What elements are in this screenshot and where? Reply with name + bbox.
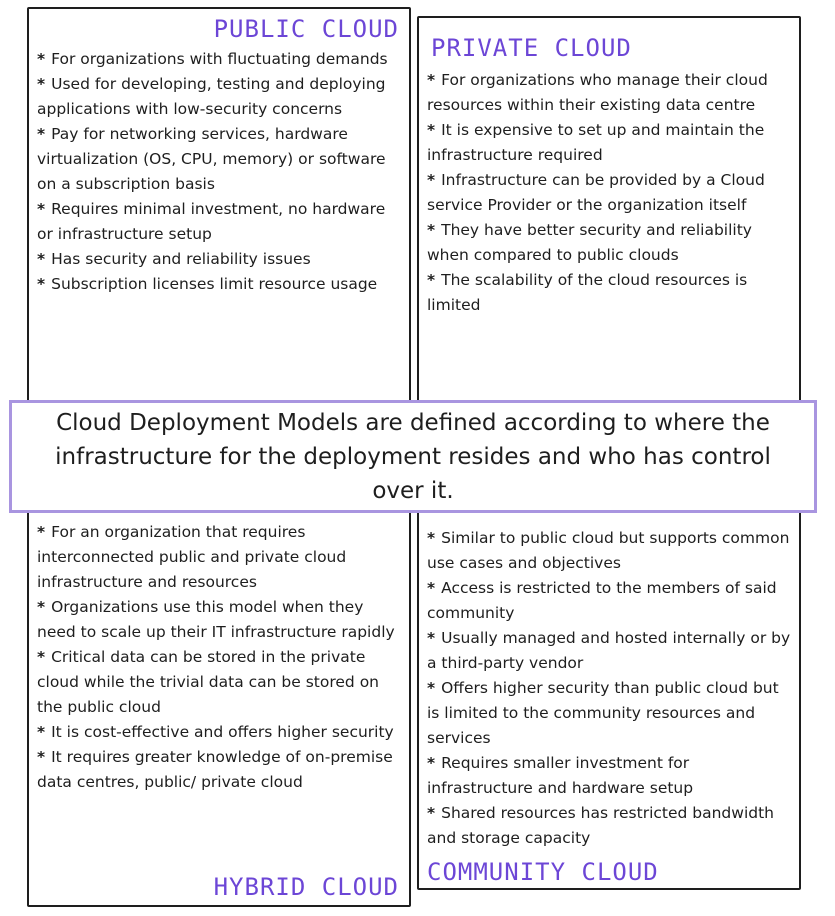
list-item: * They have better security and reliabili…	[427, 221, 752, 264]
hybrid-cloud-panel: * For an organization that requires inter…	[27, 470, 411, 907]
definition-callout: Cloud Deployment Models are defined acco…	[9, 400, 817, 513]
list-item: * Offers higher security than public clou…	[427, 679, 779, 747]
list-item: * Has security and reliability issues	[37, 250, 311, 268]
community-cloud-panel: * Similar to public cloud but supports co…	[417, 470, 801, 890]
private-cloud-panel: PRIVATE CLOUD * For organizations who man…	[417, 16, 801, 426]
hybrid-cloud-list: * For an organization that requires inter…	[37, 520, 403, 795]
list-item: * Access is restricted to the members of …	[427, 579, 777, 622]
private-cloud-list: * For organizations who manage their clou…	[427, 68, 793, 318]
list-item: * Infrastructure can be provided by a Clo…	[427, 171, 765, 214]
list-item: * For organizations who manage their clou…	[427, 71, 768, 114]
list-item: * For an organization that requires inter…	[37, 523, 347, 591]
list-item: * Requires minimal investment, no hardwar…	[37, 200, 386, 243]
public-cloud-panel: PUBLIC CLOUD * For organizations with flu…	[27, 7, 411, 427]
list-item: * It is cost-effective and offers higher …	[37, 723, 394, 741]
list-item: * The scalability of the cloud resources …	[427, 271, 748, 314]
list-item: * Subscription licenses limit resource us…	[37, 275, 378, 293]
list-item: * It requires greater knowledge of on-pre…	[37, 748, 393, 791]
list-item: * Requires smaller investment for infrast…	[427, 754, 694, 797]
list-item: * For organizations with fluctuating dema…	[37, 50, 388, 68]
list-item: * Pay for networking services, hardware v…	[37, 125, 386, 193]
community-cloud-title: COMMUNITY CLOUD	[427, 858, 659, 886]
private-cloud-title: PRIVATE CLOUD	[431, 34, 632, 62]
public-cloud-title: PUBLIC CLOUD	[213, 15, 399, 43]
list-item: * Shared resources has restricted bandwid…	[427, 804, 774, 847]
list-item: * Used for developing, testing and deploy…	[37, 75, 386, 118]
community-cloud-list: * Similar to public cloud but supports co…	[427, 526, 793, 851]
list-item: * Similar to public cloud but supports co…	[427, 529, 790, 572]
definition-text: Cloud Deployment Models are defined acco…	[55, 409, 771, 504]
list-item: * Usually managed and hosted internally o…	[427, 629, 791, 672]
list-item: * It is expensive to set up and maintain …	[427, 121, 765, 164]
public-cloud-list: * For organizations with fluctuating dema…	[37, 47, 403, 297]
list-item: * Organizations use this model when they …	[37, 598, 395, 641]
list-item: * Critical data can be stored in the priv…	[37, 648, 379, 716]
hybrid-cloud-title: HYBRID CLOUD	[213, 873, 399, 901]
